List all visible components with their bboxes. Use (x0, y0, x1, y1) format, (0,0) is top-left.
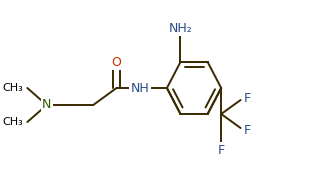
Text: NH: NH (130, 82, 149, 95)
Text: N: N (42, 98, 52, 111)
Text: NH₂: NH₂ (169, 22, 192, 35)
Text: F: F (244, 123, 251, 136)
Text: CH₃: CH₃ (3, 117, 24, 127)
Text: O: O (112, 56, 121, 69)
Text: F: F (218, 143, 225, 156)
Text: F: F (244, 91, 251, 104)
Text: CH₃: CH₃ (3, 83, 24, 93)
